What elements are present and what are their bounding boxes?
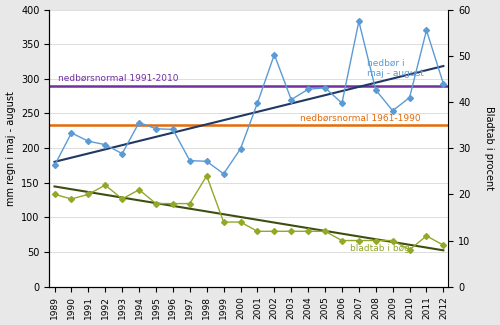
Text: nedbør i
maj - august: nedbør i maj - august	[368, 59, 424, 78]
Y-axis label: Bladtab i procent: Bladtab i procent	[484, 106, 494, 190]
Y-axis label: mm regn i maj - august: mm regn i maj - august	[6, 91, 16, 206]
Text: nedbørsnormal 1991-2010: nedbørsnormal 1991-2010	[58, 73, 178, 82]
Text: nedbørsnormal 1961-1990: nedbørsnormal 1961-1990	[300, 113, 420, 123]
Text: bladtab i bøg: bladtab i bøg	[350, 244, 410, 253]
